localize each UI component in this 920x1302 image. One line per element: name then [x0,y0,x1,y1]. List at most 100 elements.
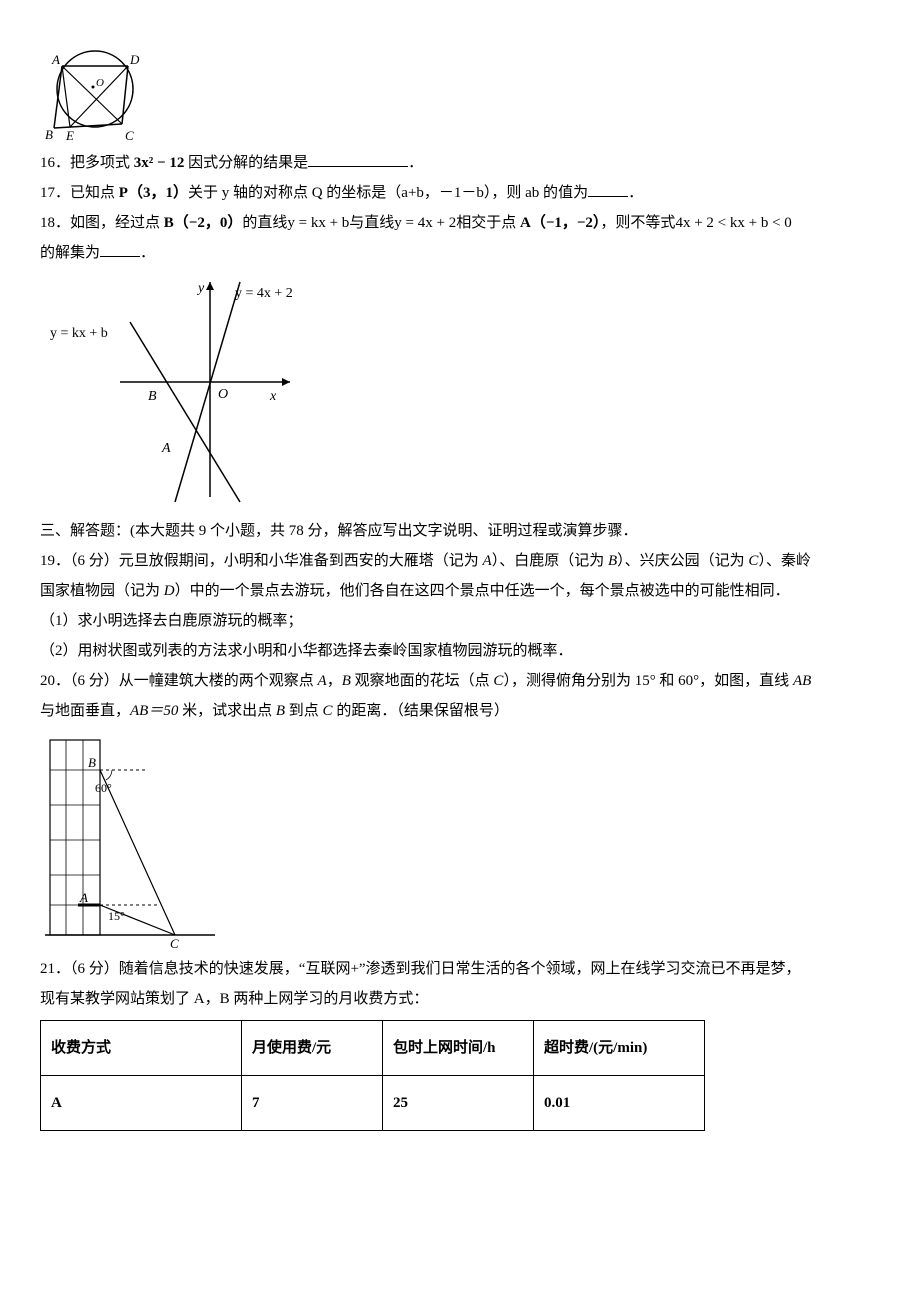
label-y: y [196,281,205,296]
figure-q18-lines: y = kx + b y = 4x + 2 y x O B A [40,272,880,512]
section3-text: 三、解答题：(本大题共 9 个小题，共 78 分，解答应写出文字说明、证明过程或… [40,523,638,539]
col-monthly: 月使用费/元 [242,1021,383,1076]
q19-pts: （6 分） [70,553,119,569]
svg-text:E: E [65,128,74,143]
line-kx-b [130,322,240,502]
label-60: 60° [95,781,112,795]
figure-circle-abcd: A D B E C O [40,44,880,144]
question-19-sub2: （2）用树状图或列表的方法求小明和小华都选择去秦岭国家植物园游玩的概率． [40,636,880,666]
label-B-20: B [88,755,96,770]
cell-plan-a: A [41,1076,242,1131]
q19-l2a: 国家植物园（记为 [40,583,164,599]
svg-text:O: O [96,77,104,89]
q20-ABeq: AB＝50 [130,703,178,719]
svg-text:C: C [125,128,134,143]
q19-l2b: ）中的一个景点去游玩，他们各自在这四个景点中任选一个，每个景点被选中的可能性相同… [175,583,790,599]
label-O: O [218,387,228,402]
q19-l1d: ）、秦岭 [758,553,811,569]
label-C-20: C [170,936,179,950]
q18-A: A（−1，−2） [520,215,600,231]
q18-text-a: 如图，经过点 [70,215,164,231]
q20-C: C [493,673,503,689]
q21-pts: （6 分） [70,961,119,977]
q19-sub1-text: （1）求小明选择去白鹿原游玩的概率； [40,613,303,629]
q19-l1a: 元旦放假期间，小明和小华准备到西安的大雁塔（记为 [119,553,483,569]
question-20-line1: 20．（6 分）从一幢建筑大楼的两个观察点 A，B 观察地面的花坛（点 C），测… [40,666,880,696]
question-19-line2: 国家植物园（记为 D）中的一个景点去游玩，他们各自在这四个景点中任选一个，每个景… [40,576,880,606]
q20-l1d: ），测得俯角分别为 15° 和 60°，如图，直线 [503,673,793,689]
q16-blank [308,151,408,167]
q20-l2b: 米，试求出点 [178,703,276,719]
q20-A: A [318,673,327,689]
q16-period: ． [408,155,423,171]
q18-B: B（−2，0） [164,215,243,231]
q20-l1b: ， [327,673,342,689]
q19-num: 19． [40,553,70,569]
q16-text-b: 因式分解的结果是 [184,155,308,171]
q17-num: 17． [40,185,70,201]
cell-fee-a: 7 [242,1076,383,1131]
q18-eq1: y = kx + b [287,215,349,231]
q19-C: C [748,553,758,569]
q18-text-d: 相交于点 [456,215,520,231]
q18-num: 18． [40,215,70,231]
question-19-line1: 19．（6 分）元旦放假期间，小明和小华准备到西安的大雁塔（记为 A）、白鹿原（… [40,546,880,576]
label-A-20: A [79,890,88,905]
q20-B2: B [276,703,285,719]
q21-l1: 随着信息技术的快速发展，“互联网+”渗透到我们日常生活的各个领域，网上在线学习交… [119,961,801,977]
q17-text-b: 关于 y 轴的对称点 Q 的坐标是（a+b，－1－b），则 ab 的值为 [188,185,588,201]
q19-sub2-text: （2）用树状图或列表的方法求小明和小华都选择去秦岭国家植物园游玩的概率． [40,643,573,659]
q17-text-a: 已知点 [70,185,119,201]
q20-l2c: 到点 [285,703,323,719]
q20-num: 20． [40,673,70,689]
svg-text:D: D [129,52,140,67]
q18-blank [100,241,140,257]
q21-l2: 现有某教学网站策划了 A，B 两种上网学习的月收费方式： [40,991,428,1007]
question-19-sub1: （1）求小明选择去白鹿原游玩的概率； [40,606,880,636]
pricing-table: 收费方式 月使用费/元 包时上网时间/h 超时费/(元/min) A 7 25 … [40,1020,705,1131]
question-16: 16．把多项式 3x² − 12 因式分解的结果是． [40,148,880,178]
q17-blank [588,181,628,197]
q20-l1c: 观察地面的花坛（点 [351,673,494,689]
cell-hours-a: 25 [383,1076,534,1131]
col-included: 包时上网时间/h [383,1021,534,1076]
line-4x-2 [175,282,240,502]
x-arrow [282,378,290,386]
label-B: B [148,389,157,404]
question-18-line1: 18．如图，经过点 B（−2，0）的直线y = kx + b与直线y = 4x … [40,208,880,238]
q16-expr: 3x² − 12 [134,155,185,171]
question-20-line2: 与地面垂直，AB＝50 米，试求出点 B 到点 C 的距离．（结果保留根号） [40,696,880,726]
q18-text-e: ，则不等式 [600,215,675,231]
q20-pts: （6 分） [70,673,119,689]
q20-l2d: 的距离．（结果保留根号） [333,703,509,719]
question-21-line1: 21．（6 分）随着信息技术的快速发展，“互联网+”渗透到我们日常生活的各个领域… [40,954,880,984]
q18-text-c: 与直线 [349,215,394,231]
question-21-line2: 现有某教学网站策划了 A，B 两种上网学习的月收费方式： [40,984,880,1014]
y-arrow [206,282,214,290]
q19-D: D [164,583,175,599]
svg-text:A: A [51,52,60,67]
section-3-heading: 三、解答题：(本大题共 9 个小题，共 78 分，解答应写出文字说明、证明过程或… [40,516,880,546]
label-x: x [269,389,277,404]
q16-num: 16． [40,155,70,171]
label-y-kx-b: y = kx + b [50,326,108,341]
q20-l1a: 从一幢建筑大楼的两个观察点 [119,673,318,689]
table-header-row: 收费方式 月使用费/元 包时上网时间/h 超时费/(元/min) [41,1021,705,1076]
q17-P: P（3，1） [119,185,188,201]
svg-text:B: B [45,127,53,142]
q19-A: A [483,553,492,569]
col-plan: 收费方式 [41,1021,242,1076]
q19-B: B [608,553,617,569]
q18-eq2: y = 4x + 2 [394,215,456,231]
figure-q20-building: B 60° A 15° C [40,730,880,950]
col-overtime: 超时费/(元/min) [534,1021,705,1076]
q20-B: B [342,673,351,689]
q18-text-f: 的解集为 [40,245,100,261]
q19-l1b: ）、白鹿原（记为 [492,553,608,569]
q20-C2: C [323,703,333,719]
q17-period: ． [628,185,643,201]
q20-l2a: 与地面垂直， [40,703,130,719]
q20-AB: AB [793,673,811,689]
table-row: A 7 25 0.01 [41,1076,705,1131]
question-17: 17．已知点 P（3，1）关于 y 轴的对称点 Q 的坐标是（a+b，－1－b）… [40,178,880,208]
